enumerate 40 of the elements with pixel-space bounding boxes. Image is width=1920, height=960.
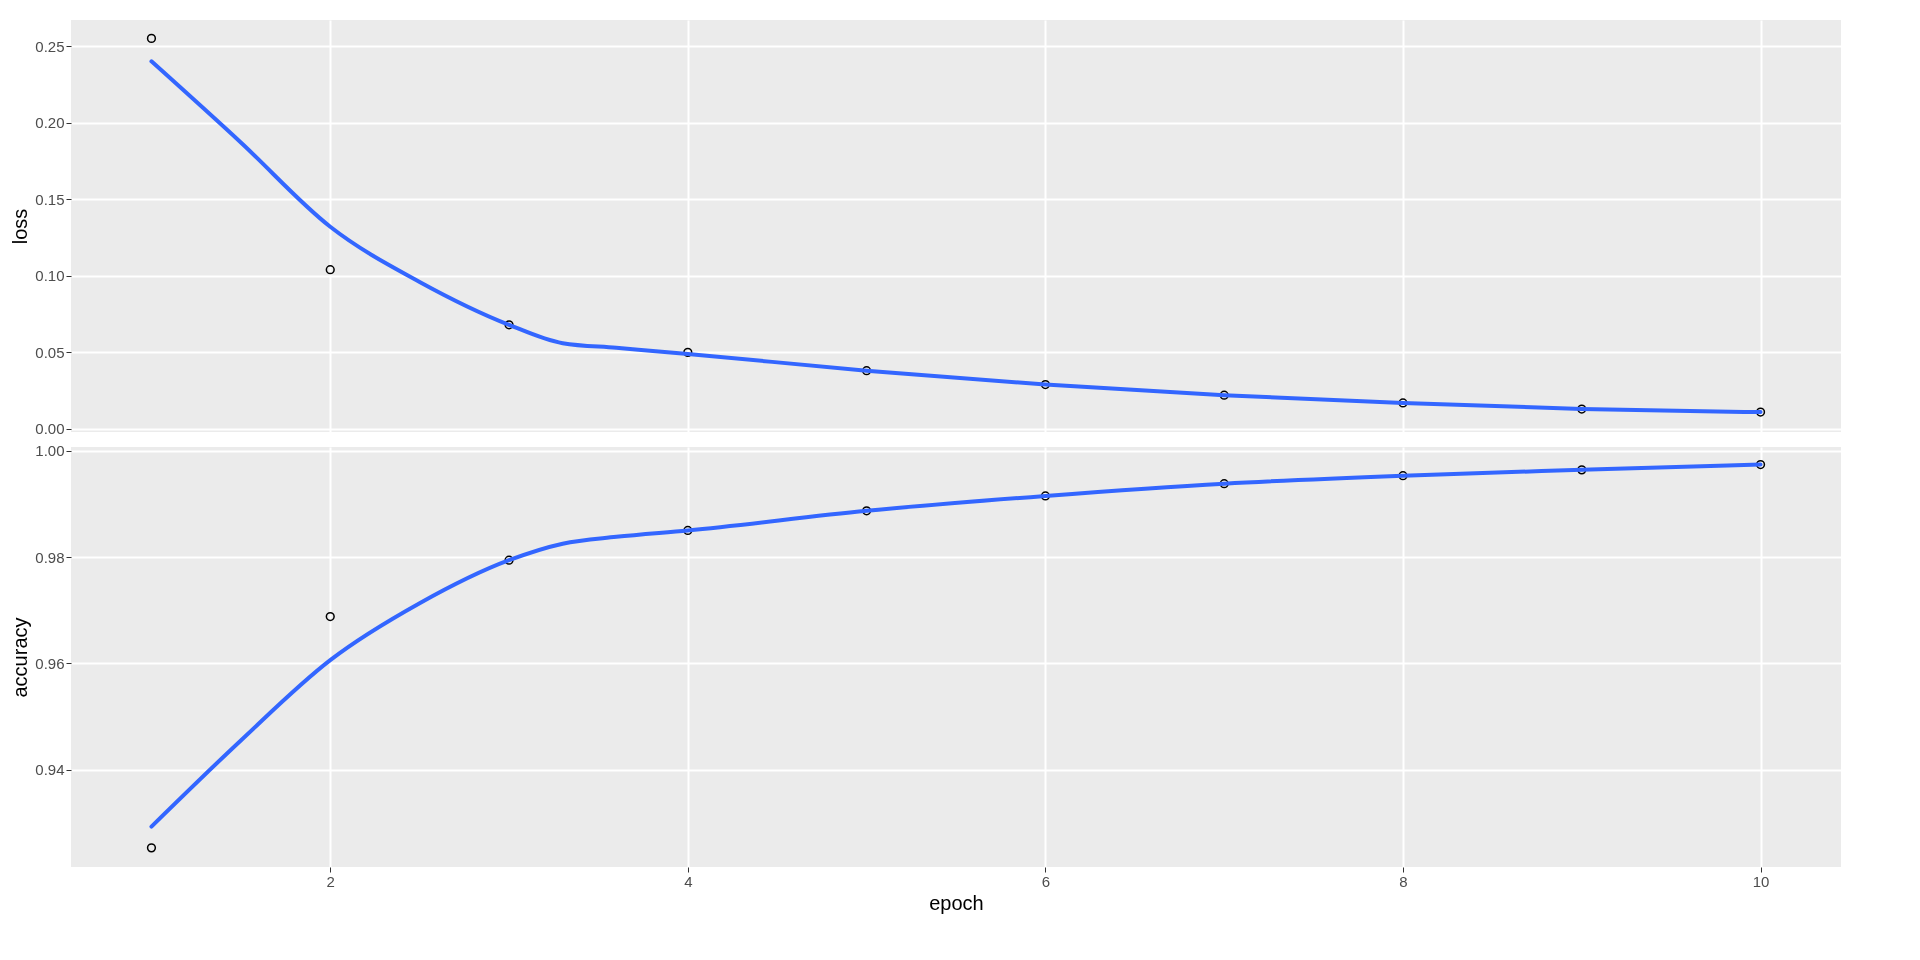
- point: [683, 347, 693, 357]
- point: [146, 843, 157, 853]
- point: [1040, 491, 1051, 501]
- point: [325, 265, 335, 275]
- point: [861, 506, 872, 516]
- y-axis-title: accuracy: [9, 617, 32, 698]
- y-axis-title: loss: [9, 208, 32, 245]
- line-series: [149, 59, 1763, 415]
- point: [683, 525, 693, 536]
- point: [1755, 459, 1766, 470]
- point: [1219, 479, 1229, 489]
- y-tick-label: 0.20: [35, 114, 65, 132]
- point: [861, 366, 872, 376]
- y-tick-label: 0.00: [35, 420, 65, 438]
- y-tick-label: 0.98: [35, 548, 65, 566]
- point: [1398, 471, 1408, 481]
- point: [1040, 379, 1051, 390]
- x-tick-label: 8: [1399, 872, 1408, 890]
- x-tick-label: 2: [326, 872, 335, 890]
- point: [1577, 465, 1587, 475]
- x-tick-label: 6: [1041, 872, 1051, 890]
- point: [1755, 407, 1766, 417]
- point: [1577, 404, 1587, 414]
- point: [325, 611, 335, 622]
- x-tick-label: 10: [1752, 872, 1770, 890]
- y-tick-label: 0.15: [35, 190, 65, 208]
- point: [504, 555, 514, 565]
- point: [504, 320, 514, 330]
- y-tick-label: 0.10: [35, 267, 65, 285]
- y-tick-label: 0.94: [35, 761, 65, 779]
- y-tick-label: 0.25: [35, 37, 65, 55]
- point: [146, 33, 157, 43]
- y-tick-label: 1.00: [35, 442, 65, 460]
- x-tick-label: 4: [684, 872, 693, 890]
- x-axis-title: epoch: [929, 891, 984, 914]
- line-series: [149, 462, 1763, 829]
- y-tick-label: 0.05: [35, 343, 65, 361]
- point: [1219, 390, 1229, 400]
- point: [1398, 398, 1408, 408]
- y-tick-label: 0.96: [35, 654, 65, 672]
